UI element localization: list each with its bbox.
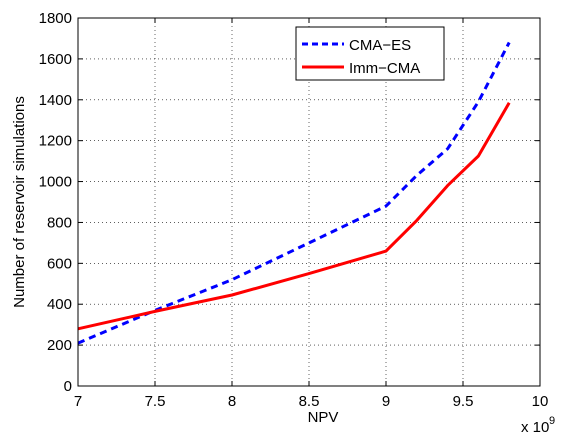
y-tick-label: 200 xyxy=(47,337,72,354)
legend-label-imm-cma: Imm−CMA xyxy=(349,60,420,77)
y-axis-label: Number of reservoir simulations xyxy=(11,96,28,308)
y-tick-label: 600 xyxy=(47,255,72,272)
x-exponent-power: 9 xyxy=(549,415,555,427)
y-tick-label: 1000 xyxy=(39,174,72,191)
y-tick-label: 1200 xyxy=(39,133,72,150)
x-axis-label: NPV xyxy=(308,409,339,426)
y-tick-label: 1400 xyxy=(39,92,72,109)
x-tick-label: 9 xyxy=(382,393,390,410)
y-tick-label: 1600 xyxy=(39,51,72,68)
x-tick-label: 7.5 xyxy=(145,393,166,410)
x-tick-label: 8 xyxy=(228,393,236,410)
y-tick-label: 0 xyxy=(64,378,72,395)
legend-box xyxy=(295,26,445,81)
x-tick-label: 10 xyxy=(532,393,549,410)
y-tick-label: 400 xyxy=(47,296,72,313)
grid-lines xyxy=(78,18,540,386)
series-line-imm-cma xyxy=(77,102,511,331)
y-tick-label: 1800 xyxy=(39,10,72,27)
x-tick-label: 8.5 xyxy=(299,393,320,410)
x-tick-label: 9.5 xyxy=(453,393,474,410)
series-layer xyxy=(77,41,511,345)
x-tick-label: 7 xyxy=(74,393,82,410)
tick-layer: 7 7.5 8 8.5 9 9.5 10 0 200 400 600 800 1000 1200 1400 1… xyxy=(39,10,549,410)
legend-label-cma-es: CMA−ES xyxy=(349,37,411,54)
x-exponent: x 10 9 xyxy=(521,415,555,436)
x-exponent-base: x 10 xyxy=(521,419,549,436)
y-tick-label: 800 xyxy=(47,214,72,231)
series-line-cma-es xyxy=(77,41,511,345)
legend: CMA−ES Imm−CMA xyxy=(295,26,445,81)
